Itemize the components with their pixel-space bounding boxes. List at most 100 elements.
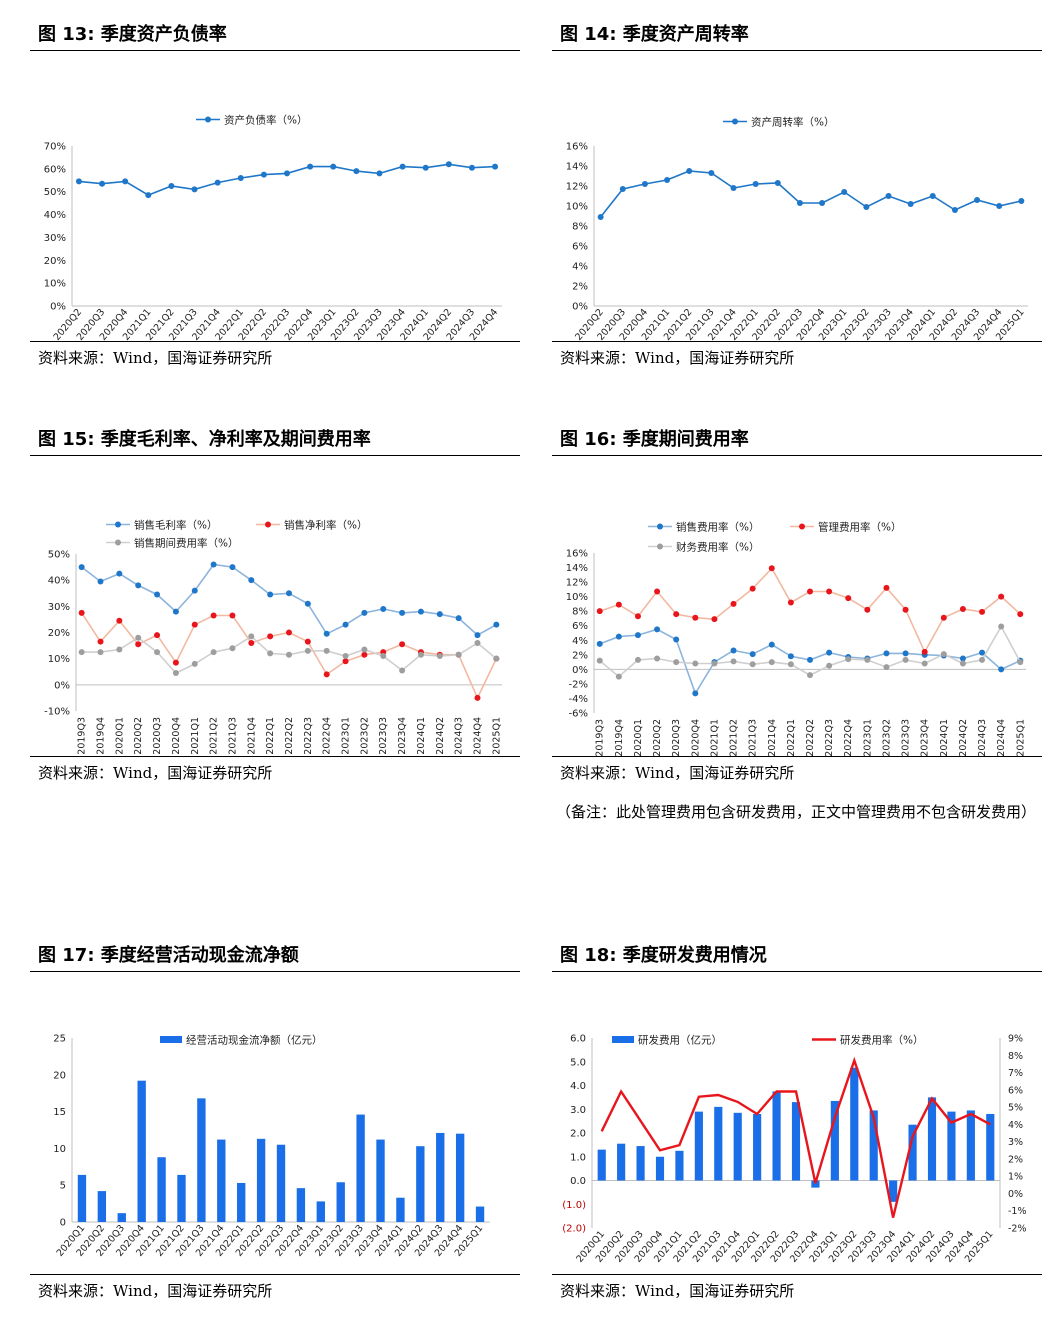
legend-label: 资产负债率（%） bbox=[224, 114, 307, 127]
x-tick-label: 2025Q1 bbox=[491, 717, 502, 755]
figure-13-source: 资料来源：Wind，国海证券研究所 bbox=[38, 349, 273, 367]
figure-14-title: 图 14: 季度资产周转率 bbox=[560, 24, 749, 45]
legend-item: 销售费用率（%） bbox=[648, 521, 759, 534]
y-tick-label: 40% bbox=[48, 576, 70, 587]
figure-18-source: 资料来源：Wind，国海证券研究所 bbox=[560, 1282, 795, 1300]
legend-item: 销售毛利率（%） bbox=[106, 519, 217, 532]
data-point bbox=[1017, 611, 1024, 618]
figure-15-bottom-rule bbox=[30, 756, 520, 757]
bar bbox=[97, 1191, 107, 1222]
data-point bbox=[730, 600, 737, 607]
data-point bbox=[749, 651, 756, 658]
bar bbox=[276, 1144, 286, 1222]
data-point bbox=[596, 640, 603, 647]
legend-item: 资产周转率（%） bbox=[723, 116, 834, 129]
figure-16-panel: 图 16: 季度期间费用率 16% 14% 12% 10% 8% 6% 4% 2% 0% -2% -… bbox=[552, 427, 1042, 785]
data-point bbox=[634, 656, 641, 663]
data-point bbox=[97, 649, 104, 656]
data-point bbox=[864, 656, 871, 663]
legend-label: 管理费用率（%） bbox=[818, 521, 901, 534]
data-point bbox=[229, 645, 236, 652]
data-point bbox=[596, 657, 603, 664]
x-tick-label: 2024Q3 bbox=[454, 717, 465, 755]
bar bbox=[889, 1180, 898, 1202]
legend-label: 财务费用率（%） bbox=[676, 541, 759, 554]
figure-13-panel: 图 13: 季度资产负债率 70% 60% 50% 40% 30% 20% 10% 0% 202… bbox=[30, 22, 520, 370]
data-point bbox=[248, 633, 255, 640]
x-tick-label: 2024Q1 bbox=[416, 717, 427, 755]
data-point bbox=[686, 168, 693, 174]
figure-13-title: 图 13: 季度资产负债率 bbox=[38, 24, 227, 45]
figure-14-chart: 16%14%12%10%8%6%4%2%0%2020Q22020Q32020Q4… bbox=[566, 116, 1028, 341]
figure-17-top-rule bbox=[30, 971, 520, 972]
x-tick-label: 2020Q1 bbox=[633, 719, 644, 756]
series-line bbox=[599, 566, 1021, 654]
data-point bbox=[417, 651, 424, 658]
figure-17-panel: 图 17: 季度经营活动现金流净额 25 20 15 10 5 0 2020Q1 2020Q2… bbox=[30, 943, 520, 1303]
y-tick-label: 5.0 bbox=[570, 1057, 586, 1068]
data-point bbox=[135, 582, 142, 589]
data-point bbox=[229, 564, 236, 571]
bar bbox=[791, 1102, 801, 1181]
data-point bbox=[267, 650, 274, 657]
bar bbox=[177, 1174, 186, 1222]
y-tick-label: 20% bbox=[48, 628, 70, 639]
data-point bbox=[883, 650, 890, 657]
y-tick-label: 5 bbox=[60, 1181, 66, 1192]
data-point bbox=[998, 593, 1005, 600]
bar bbox=[694, 1111, 703, 1181]
bar bbox=[157, 1157, 166, 1222]
x-tick-label: 2022Q2 bbox=[805, 719, 816, 756]
figure-16-title: 图 16: 季度期间费用率 bbox=[560, 429, 749, 450]
figure-14-bottom-rule bbox=[552, 341, 1042, 342]
data-point bbox=[191, 587, 198, 594]
legend-label: 研发费用率（%） bbox=[840, 1034, 923, 1047]
legend-marker bbox=[732, 118, 738, 125]
data-point bbox=[768, 565, 775, 572]
data-point bbox=[248, 639, 255, 646]
bar bbox=[966, 1110, 975, 1181]
data-point bbox=[883, 584, 890, 591]
data-point bbox=[399, 641, 406, 648]
x-tick-label: 2021Q3 bbox=[748, 719, 759, 756]
x-tick-label: 2020Q1 bbox=[114, 717, 125, 755]
y-tick-label: 25 bbox=[53, 1034, 66, 1045]
data-point bbox=[998, 666, 1005, 673]
y-tick-label: 0% bbox=[54, 680, 70, 691]
data-point bbox=[342, 621, 349, 628]
figure-15-chart: 50% 40% 30% 20% 10% 0% -10% 2019Q3 2019Q4 2020Q1 2… bbox=[44, 519, 502, 755]
data-point bbox=[921, 660, 928, 667]
x-tick-label: 2020Q2 bbox=[133, 717, 144, 755]
data-point bbox=[492, 163, 499, 170]
data-point bbox=[940, 651, 947, 658]
data-point bbox=[996, 203, 1003, 209]
x-tick-label: 2024Q4 bbox=[472, 717, 483, 755]
bar bbox=[947, 1111, 956, 1181]
bar bbox=[655, 1156, 665, 1181]
data-point bbox=[959, 606, 966, 612]
legend-label: 资产周转率（%） bbox=[751, 116, 834, 129]
data-point bbox=[342, 658, 349, 665]
legend-label: 销售期间费用率（%） bbox=[134, 537, 238, 550]
data-point bbox=[286, 590, 292, 597]
bar bbox=[336, 1182, 345, 1222]
data-point bbox=[902, 650, 909, 657]
x-tick-label: 2020Q4 bbox=[171, 717, 182, 755]
data-point bbox=[664, 177, 671, 183]
y-tick-label: -2% bbox=[569, 679, 588, 690]
data-point bbox=[97, 578, 104, 585]
data-point bbox=[99, 180, 106, 187]
bar bbox=[117, 1213, 126, 1222]
legend-marker bbox=[265, 521, 271, 528]
data-point bbox=[692, 660, 699, 667]
figure-13-bottom-rule bbox=[30, 341, 520, 342]
bar bbox=[475, 1206, 485, 1222]
y-tick-label: 20% bbox=[44, 256, 66, 267]
y-tick-label: (2.0) bbox=[562, 1224, 586, 1235]
figure-16-bottom-rule bbox=[552, 756, 1042, 757]
x-tick-label: 2022Q2 bbox=[284, 717, 295, 755]
data-point bbox=[826, 588, 833, 595]
y2-tick-label: -2% bbox=[1008, 1224, 1027, 1235]
data-point bbox=[172, 670, 179, 677]
data-point bbox=[885, 193, 892, 199]
